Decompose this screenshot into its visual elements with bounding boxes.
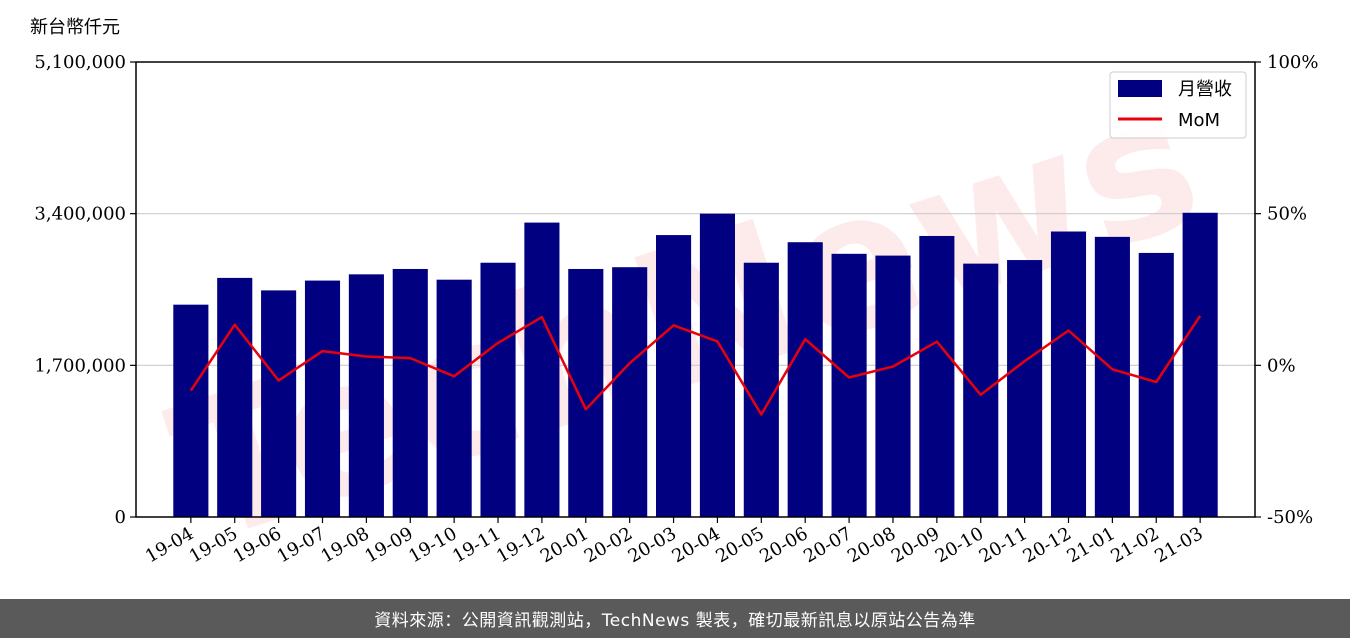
x-tick-label: 20-11 <box>976 523 1031 567</box>
revenue-bar <box>656 235 692 517</box>
x-tick-label: 20-12 <box>1020 523 1075 567</box>
legend-swatch-bar <box>1118 80 1162 97</box>
revenue-bar <box>173 304 209 517</box>
revenue-bar <box>743 262 779 517</box>
revenue-bar <box>1138 252 1174 517</box>
x-tick-label: 19-04 <box>142 523 197 567</box>
line-layer <box>189 315 1202 416</box>
revenue-bar <box>480 262 516 517</box>
y-right-tick-label: 50% <box>1267 204 1307 225</box>
revenue-bar <box>261 290 297 517</box>
x-tick-label: 19-10 <box>405 523 460 567</box>
legend-label-revenue: 月營收 <box>1178 79 1232 100</box>
x-tick-label: 20-07 <box>800 523 855 567</box>
revenue-bar <box>919 235 955 517</box>
y-right-tick-label: -50% <box>1267 507 1313 528</box>
revenue-bar <box>392 268 428 517</box>
revenue-bar <box>1007 260 1043 517</box>
x-tick-label: 21-02 <box>1107 523 1162 567</box>
source-footer: 資料來源：公開資訊觀測站，TechNews 製表，確切最新訊息以原站公告為準 <box>0 599 1350 638</box>
y-right-tick-label: 0% <box>1267 355 1296 376</box>
x-tick-label: 20-08 <box>844 523 899 567</box>
revenue-bar <box>831 253 867 517</box>
revenue-bar <box>699 213 735 517</box>
y-axis-unit-label: 新台幣仟元 <box>30 17 120 38</box>
revenue-chart: TechNews 01,700,0003,400,0005,100,000-50… <box>30 17 1318 586</box>
revenue-bar <box>1094 236 1130 518</box>
revenue-bar <box>348 274 384 517</box>
x-tick-label: 21-03 <box>1151 523 1206 567</box>
mom-line <box>189 315 1202 416</box>
revenue-bar <box>217 277 253 517</box>
y-right-tick-label: 100% <box>1267 52 1318 73</box>
revenue-bar <box>436 279 472 517</box>
x-tick-label: 19-11 <box>449 523 504 567</box>
revenue-bar <box>963 263 999 517</box>
revenue-bar <box>568 268 604 517</box>
x-tick-label: 20-03 <box>625 523 680 567</box>
x-tick-label: 20-01 <box>537 523 592 567</box>
revenue-bar <box>787 242 823 517</box>
y-left-tick-label: 5,100,000 <box>34 52 126 73</box>
plot-frame <box>135 61 1256 518</box>
revenue-bar <box>1050 231 1087 517</box>
x-tick-label: 20-02 <box>581 523 636 567</box>
x-tick-label: 20-04 <box>669 523 724 567</box>
x-tick-label: 20-06 <box>756 523 811 567</box>
revenue-bar <box>612 267 648 517</box>
y-left-tick-label: 1,700,000 <box>34 355 126 376</box>
y-left-tick-label: 0 <box>115 507 126 528</box>
x-tick-label: 20-05 <box>712 523 767 567</box>
revenue-bar <box>304 280 341 517</box>
legend: 月營收 MoM <box>1109 71 1247 139</box>
revenue-bar <box>875 255 911 518</box>
x-tick-label: 21-01 <box>1063 523 1118 567</box>
revenue-bar <box>524 222 560 517</box>
y-left-tick-label: 3,400,000 <box>34 204 126 225</box>
x-tick-label: 20-10 <box>932 523 987 567</box>
revenue-bar <box>1182 212 1218 517</box>
x-tick-label: 19-12 <box>493 523 548 567</box>
bars-layer <box>173 212 1218 518</box>
x-tick-label: 20-09 <box>888 523 943 567</box>
legend-label-mom: MoM <box>1178 110 1220 131</box>
